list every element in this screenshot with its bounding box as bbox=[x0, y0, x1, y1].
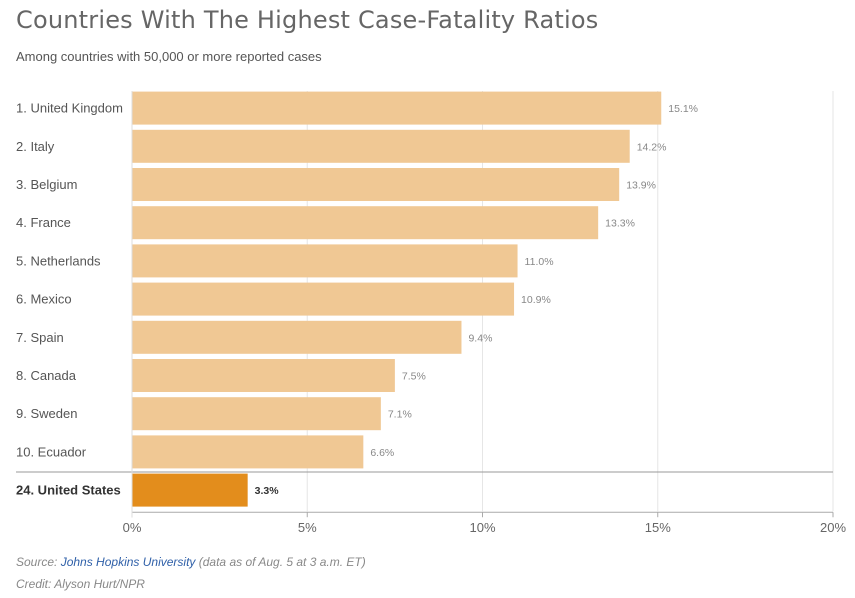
chart-subtitle: Among countries with 50,000 or more repo… bbox=[16, 49, 322, 64]
x-tick-label: 5% bbox=[298, 520, 317, 535]
bar bbox=[132, 91, 662, 125]
bar bbox=[132, 473, 248, 507]
bar bbox=[132, 320, 462, 354]
x-tick-label: 20% bbox=[820, 520, 846, 535]
value-label: 6.6% bbox=[370, 447, 394, 459]
value-label: 7.1% bbox=[388, 409, 412, 421]
source-note: Source: Johns Hopkins University (data a… bbox=[16, 555, 366, 569]
category-label: 3. Belgium bbox=[16, 177, 77, 192]
category-label: 8. Canada bbox=[16, 368, 77, 383]
bar bbox=[132, 206, 599, 240]
bar bbox=[132, 244, 518, 278]
value-label: 7.5% bbox=[402, 371, 426, 383]
value-label: 13.3% bbox=[605, 218, 635, 230]
chart-title: Countries With The Highest Case-Fatality… bbox=[16, 6, 599, 34]
x-tick-label: 0% bbox=[123, 520, 142, 535]
value-label: 14.2% bbox=[637, 141, 667, 153]
category-label: 1. United Kingdom bbox=[16, 101, 123, 116]
category-label: 24. United States bbox=[16, 483, 121, 498]
bar bbox=[132, 397, 381, 431]
source-prefix: Source: bbox=[16, 555, 61, 569]
bar bbox=[132, 168, 620, 201]
category-label: 7. Spain bbox=[16, 330, 64, 345]
source-link[interactable]: Johns Hopkins University bbox=[60, 555, 196, 569]
value-label: 15.1% bbox=[668, 103, 698, 115]
category-label: 6. Mexico bbox=[16, 292, 72, 307]
source-suffix: (data as of Aug. 5 at 3 a.m. ET) bbox=[195, 555, 366, 569]
value-label: 3.3% bbox=[255, 485, 280, 497]
bar bbox=[132, 129, 630, 163]
value-label: 9.4% bbox=[468, 332, 492, 344]
bar bbox=[132, 282, 515, 316]
category-label: 2. Italy bbox=[16, 139, 55, 154]
value-label: 10.9% bbox=[521, 294, 551, 306]
category-label: 9. Sweden bbox=[16, 406, 77, 421]
x-tick-label: 10% bbox=[469, 520, 495, 535]
credit-note: Credit: Alyson Hurt/NPR bbox=[16, 577, 145, 591]
x-tick-label: 15% bbox=[645, 520, 671, 535]
bar bbox=[132, 435, 364, 469]
bar-chart: 1. United Kingdom 15.1% 2. Italy 14.2% 3. Be… bbox=[16, 91, 846, 535]
bar bbox=[132, 359, 395, 392]
value-label: 11.0% bbox=[525, 256, 554, 268]
category-label: 4. France bbox=[16, 215, 71, 230]
category-label: 10. Ecuador bbox=[16, 444, 87, 459]
category-label: 5. Netherlands bbox=[16, 253, 101, 268]
value-label: 13.9% bbox=[626, 180, 656, 192]
